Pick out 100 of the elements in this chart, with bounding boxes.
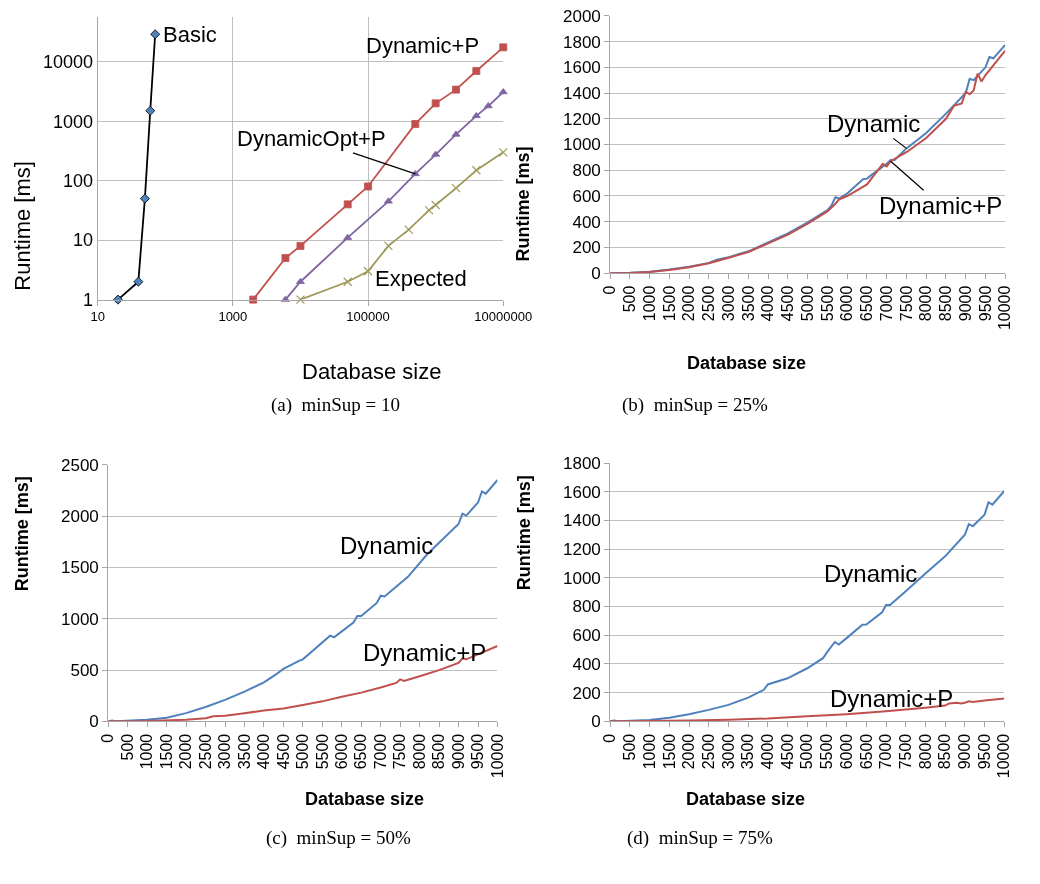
x-tick-label: 3500 bbox=[739, 285, 757, 322]
y-tick-label: 400 bbox=[572, 654, 601, 674]
x-tick-label: 5000 bbox=[798, 733, 816, 770]
series-label: Dynamic+P bbox=[879, 192, 1003, 219]
x-tick-label: 9000 bbox=[449, 733, 467, 770]
text: (a) minSup = 10 bbox=[271, 394, 400, 416]
x-axis-title: Database size bbox=[686, 789, 806, 809]
y-tick-label: 10 bbox=[73, 230, 94, 251]
x-tick-label: 3000 bbox=[216, 733, 234, 770]
x-tick-label: 1000 bbox=[640, 733, 658, 770]
x-tick-label: 7000 bbox=[371, 733, 389, 770]
y-axis-title: Runtime [ms] bbox=[513, 146, 534, 262]
x-tick-label: 9500 bbox=[976, 285, 994, 322]
x-tick-label: 8000 bbox=[916, 733, 934, 770]
x-tick-label: 2000 bbox=[680, 285, 698, 322]
series-label: Dynamic bbox=[827, 110, 921, 137]
x-tick-label: 4000 bbox=[759, 733, 777, 770]
y-tick-label: 1000 bbox=[562, 568, 601, 588]
text: (d) minSup = 75% bbox=[627, 827, 773, 849]
x-tick-label: 3500 bbox=[739, 733, 757, 770]
y-axis-title: Runtime [ms] bbox=[513, 475, 534, 591]
y-tick-label: 1000 bbox=[61, 609, 99, 629]
y-tick-label: 800 bbox=[572, 161, 601, 181]
x-tick-label: 6500 bbox=[857, 733, 875, 770]
x-tick-label: 1000 bbox=[138, 733, 156, 770]
x-tick-label: 2500 bbox=[700, 285, 718, 322]
series-label: Dynamic+P bbox=[830, 685, 954, 712]
y-tick-label: 1600 bbox=[562, 58, 601, 78]
y-tick-label: 1400 bbox=[562, 84, 601, 103]
x-tick-label: 0 bbox=[601, 285, 619, 295]
x-tick-label: 6500 bbox=[858, 285, 876, 322]
y-tick-label: 1800 bbox=[562, 453, 601, 473]
x-axis-title: Database size bbox=[305, 789, 425, 809]
x-tick-label: 5500 bbox=[818, 285, 836, 322]
y-tick-label: 2000 bbox=[562, 6, 601, 26]
x-tick-label: 100000 bbox=[346, 309, 390, 325]
x-tick-label: 7500 bbox=[897, 285, 915, 322]
series-label: Dynamic+P bbox=[366, 33, 480, 58]
x-axis-title: Database size bbox=[687, 353, 807, 373]
y-tick-label: 1600 bbox=[562, 482, 601, 502]
x-tick-label: 7500 bbox=[896, 733, 914, 770]
x-tick-label: 500 bbox=[118, 733, 136, 761]
x-tick-label: 10000000 bbox=[474, 309, 533, 325]
series-label: Dynamic bbox=[340, 532, 434, 559]
y-tick-label: 2000 bbox=[61, 507, 99, 527]
x-tick-label: 4500 bbox=[779, 285, 797, 322]
x-tick-label: 10000 bbox=[996, 285, 1014, 331]
x-tick-label: 6000 bbox=[837, 733, 855, 770]
x-tick-label: 8500 bbox=[936, 733, 954, 770]
series-label: DynamicOpt+P bbox=[237, 126, 386, 151]
y-tick-label: 200 bbox=[572, 238, 601, 258]
x-tick-label: 3500 bbox=[235, 733, 253, 770]
x-axis-title: Database size bbox=[302, 359, 442, 384]
y-tick-label: 400 bbox=[572, 212, 601, 232]
y-axis-title: Runtime [ms] bbox=[10, 161, 36, 291]
y-tick-label: 10000 bbox=[42, 52, 94, 73]
y-tick-label: 2500 bbox=[61, 455, 99, 475]
x-tick-label: 1000 bbox=[218, 309, 248, 325]
x-tick-label: 9500 bbox=[469, 733, 487, 770]
y-tick-label: 1000 bbox=[52, 111, 94, 132]
x-tick-label: 5000 bbox=[798, 285, 816, 322]
x-tick-label: 1500 bbox=[660, 285, 678, 322]
x-tick-label: 2000 bbox=[177, 733, 195, 770]
x-tick-label: 5000 bbox=[294, 733, 312, 770]
x-tick-label: 5500 bbox=[818, 733, 836, 770]
x-tick-label: 8000 bbox=[410, 733, 428, 770]
x-tick-label: 1500 bbox=[660, 733, 678, 770]
x-tick-label: 5500 bbox=[313, 733, 331, 770]
x-tick-label: 8500 bbox=[937, 285, 955, 322]
x-tick-label: 7500 bbox=[391, 733, 409, 770]
y-tick-label: 1 bbox=[83, 289, 94, 310]
text: (c) minSup = 50% bbox=[266, 827, 411, 849]
x-tick-label: 3000 bbox=[719, 733, 737, 770]
y-tick-label: 1500 bbox=[61, 558, 99, 578]
x-tick-label: 2500 bbox=[196, 733, 214, 770]
x-tick-label: 6000 bbox=[838, 285, 856, 322]
y-tick-label: 1200 bbox=[562, 540, 601, 560]
x-tick-label: 500 bbox=[621, 733, 639, 761]
x-tick-label: 4500 bbox=[778, 733, 796, 770]
y-tick-label: 200 bbox=[572, 683, 601, 703]
x-tick-label: 9000 bbox=[956, 285, 974, 322]
y-tick-label: 600 bbox=[572, 626, 601, 646]
x-tick-label: 8500 bbox=[430, 733, 448, 770]
y-tick-label: 600 bbox=[572, 186, 601, 206]
series-label: Expected bbox=[375, 266, 467, 291]
y-tick-label: 1400 bbox=[562, 511, 601, 531]
series-label: Dynamic+P bbox=[363, 639, 487, 666]
x-tick-label: 9500 bbox=[975, 733, 993, 770]
y-axis-title: Runtime [ms] bbox=[11, 476, 32, 592]
x-tick-label: 1500 bbox=[157, 733, 175, 770]
series-label: Basic bbox=[163, 22, 217, 47]
series-label: Dynamic bbox=[824, 560, 918, 587]
x-tick-label: 3000 bbox=[719, 285, 737, 322]
x-tick-label: 6000 bbox=[332, 733, 350, 770]
text: (b) minSup = 25% bbox=[622, 394, 768, 416]
y-tick-label: 0 bbox=[591, 264, 601, 284]
x-tick-label: 1000 bbox=[640, 285, 658, 322]
x-tick-label: 8000 bbox=[917, 285, 935, 322]
x-tick-label: 7000 bbox=[877, 733, 895, 770]
x-tick-label: 0 bbox=[601, 733, 619, 743]
